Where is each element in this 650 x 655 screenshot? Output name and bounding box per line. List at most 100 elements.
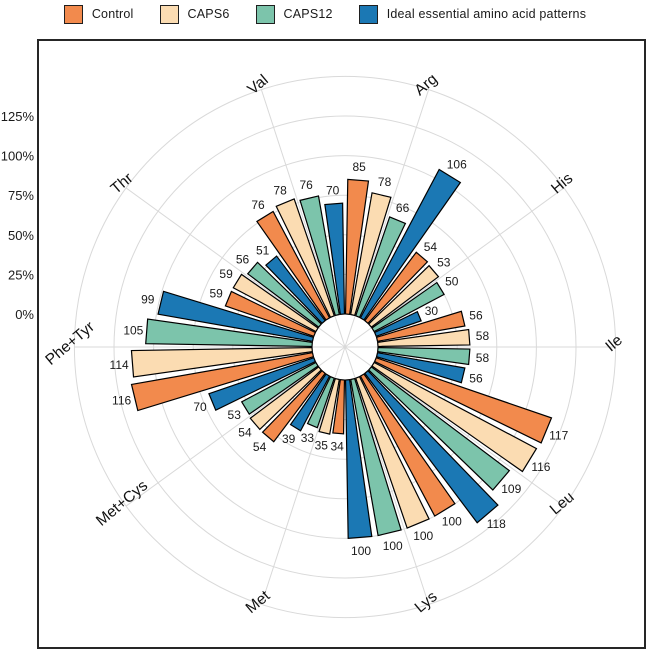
bar-value-label: 70 <box>193 400 207 414</box>
bar-value-label: 109 <box>501 482 521 496</box>
legend-label-control: Control <box>91 7 134 21</box>
bar-Thr-CAPS12 <box>246 261 323 328</box>
bar-Phe+Tyr-Control <box>130 352 315 412</box>
bar-value-label: 116 <box>531 460 550 474</box>
bar-Thr-CAPS6 <box>232 273 319 333</box>
bar-value-label: 114 <box>110 358 129 372</box>
legend-item-caps12: CAPS12 <box>255 4 333 24</box>
bar-value-label: 118 <box>487 517 506 531</box>
bar-value-label: 54 <box>238 425 252 439</box>
legend-swatch-ideal-pattern <box>358 4 378 24</box>
bar-value-label: 53 <box>228 408 242 422</box>
bar-value-label: 54 <box>253 440 267 454</box>
bar-value-label: 78 <box>378 175 392 189</box>
bar-Met-Ideal essential amino acid patterns <box>289 373 331 432</box>
bar-value-label: 116 <box>112 394 131 408</box>
legend-label-ideal-pattern: Ideal essential amino acid patterns <box>386 7 587 21</box>
bar-value-label: 100 <box>442 514 462 528</box>
bar-value-label: 117 <box>549 429 568 443</box>
bar-value-label: 35 <box>315 439 329 453</box>
bar-Lys-CAPS6 <box>354 375 430 529</box>
bar-value-label: 59 <box>209 287 223 301</box>
bar-Thr-Control <box>224 290 317 338</box>
radial-tick-label: 50% <box>8 228 34 243</box>
bar-Met+Cys-Control <box>261 369 326 443</box>
bar-Val-Ideal essential amino acid patterns <box>324 202 346 315</box>
bar-value-label: 58 <box>476 329 490 343</box>
bar-Val-Control <box>256 210 331 321</box>
bar-Ile-CAPS12 <box>377 346 471 366</box>
bar-Leu-Ideal essential amino acid patterns <box>364 369 499 524</box>
bar-Ile-Ideal essential amino acid patterns <box>375 352 466 384</box>
bar-value-label: 105 <box>123 323 143 337</box>
bar-value-label: 100 <box>413 529 433 543</box>
bar-value-label: 58 <box>476 351 490 365</box>
legend-label-caps6: CAPS6 <box>187 7 230 21</box>
bar-value-label: 51 <box>256 244 270 258</box>
bar-Lys-Ideal essential amino acid patterns <box>344 379 373 540</box>
bar-Met+Cys-Ideal essential amino acid patterns <box>208 356 317 412</box>
bar-value-label: 50 <box>445 275 459 289</box>
polar-spoke <box>344 187 565 348</box>
bar-value-label: 66 <box>396 201 410 215</box>
bar-value-label: 100 <box>383 539 403 553</box>
bar-Thr-Ideal essential amino acid patterns <box>265 255 326 325</box>
legend-swatch-control <box>63 4 83 24</box>
bar-value-label: 56 <box>469 371 483 385</box>
bar-His-CAPS12 <box>371 281 445 333</box>
bar-value-label: 56 <box>236 253 250 267</box>
polar-spoke <box>260 346 346 605</box>
bar-value-label: 76 <box>299 178 313 192</box>
radial-tick-label: 25% <box>8 267 34 282</box>
bar-Lys-Control <box>359 373 456 517</box>
bar-value-label: 76 <box>251 198 265 212</box>
bar-value-label: 53 <box>437 256 451 270</box>
radial-tick-label: 100% <box>1 149 35 164</box>
polar-spoke <box>344 346 430 605</box>
bar-value-label: 78 <box>273 183 287 197</box>
bar-Met+Cys-CAPS6 <box>249 366 323 431</box>
bar-value-label: 85 <box>352 160 366 174</box>
bar-Val-CAPS6 <box>275 198 336 319</box>
bar-value-label: 99 <box>141 293 155 307</box>
bar-value-label: 33 <box>301 431 315 445</box>
bar-Met-CAPS12 <box>306 375 336 429</box>
bar-Phe+Tyr-CAPS12 <box>145 318 313 348</box>
bar-His-CAPS6 <box>367 264 440 328</box>
bar-Arg-CAPS6 <box>350 192 392 317</box>
bar-Arg-Control <box>344 178 370 315</box>
bar-Leu-CAPS6 <box>371 361 538 473</box>
radial-tick-label: 75% <box>8 188 34 203</box>
legend-swatch-caps12 <box>255 4 275 24</box>
polar-spoke <box>125 187 346 348</box>
bar-Phe+Tyr-Ideal essential amino acid patterns <box>157 290 315 342</box>
bar-Phe+Tyr-CAPS6 <box>130 346 313 378</box>
bar-Leu-Control <box>373 356 553 444</box>
bar-value-label: 56 <box>469 309 483 323</box>
bar-His-Control <box>364 251 429 325</box>
bar-value-label: 70 <box>326 184 340 198</box>
bar-value-label: 34 <box>330 440 344 454</box>
legend-item-caps6: CAPS6 <box>159 4 230 24</box>
legend-swatch-caps6 <box>159 4 179 24</box>
bar-value-label: 54 <box>424 240 438 254</box>
radial-tick-label: 125% <box>1 109 35 124</box>
bar-Arg-CAPS12 <box>354 216 407 319</box>
chart-legend: Control CAPS6 CAPS12 Ideal essential ami… <box>0 1 650 27</box>
bar-value-label: 100 <box>351 544 371 558</box>
polar-spoke <box>344 89 430 348</box>
bar-Val-CAPS12 <box>299 195 340 317</box>
polar-spoke <box>260 89 346 348</box>
bar-Met+Cys-CAPS12 <box>240 361 319 416</box>
radial-tick-label: 0% <box>15 307 34 322</box>
bar-value-label: 30 <box>425 304 439 318</box>
polar-spoke <box>344 346 565 507</box>
legend-item-control: Control <box>63 4 134 24</box>
bar-Leu-CAPS12 <box>367 366 511 491</box>
legend-label-caps12: CAPS12 <box>283 7 333 21</box>
bar-value-label: 106 <box>447 158 467 172</box>
bar-value-label: 59 <box>219 267 233 281</box>
bar-value-label: 39 <box>282 432 296 446</box>
